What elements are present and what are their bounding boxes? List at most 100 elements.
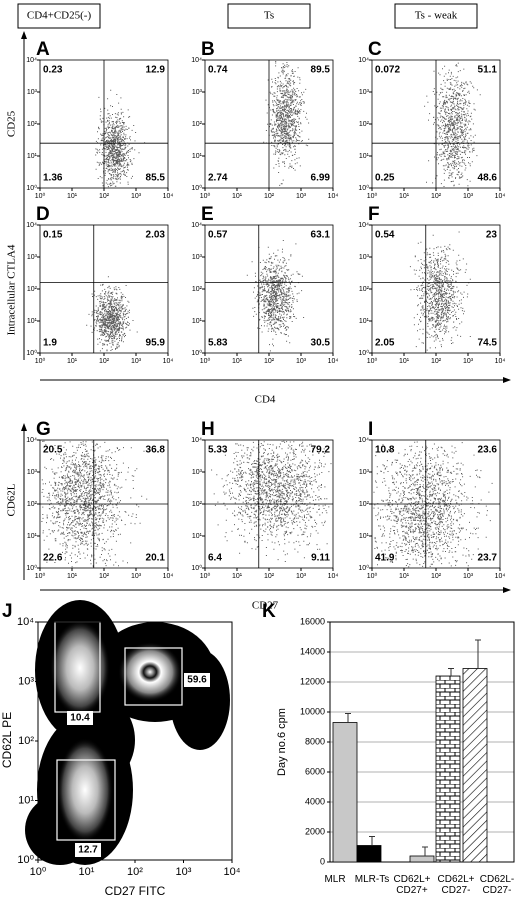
x-tick-label: 10³ [463, 573, 474, 580]
bar [356, 845, 382, 863]
y-tick-label: 10³ [359, 469, 370, 476]
axis-label: CD4 [255, 394, 276, 406]
y-tick-label: 10⁴ [358, 437, 369, 444]
y-tick-label: 14000 [300, 646, 325, 656]
quadrant-value: 0.15 [43, 230, 63, 241]
y-tick-label: 10⁴ [191, 437, 202, 444]
y-tick-label: 10¹ [359, 153, 370, 160]
panel-letter: E [201, 204, 214, 225]
event-dots [211, 440, 332, 562]
y-tick-label: 12000 [300, 676, 325, 686]
density-blob [50, 620, 110, 716]
quadrant-value: 23.6 [478, 445, 498, 456]
x-tick-label: 10² [264, 193, 275, 200]
panel-letter: A [36, 39, 50, 60]
quadrant-value: 23 [486, 230, 498, 241]
y-tick-label: 10⁴ [17, 616, 34, 628]
x-tick-label: 10⁰ [35, 192, 46, 200]
y-tick-label: 10² [18, 735, 34, 747]
quadrant-value: 0.57 [208, 230, 228, 241]
x-axis-label: CD27 FITC [105, 884, 166, 898]
quadrant-value: 30.5 [311, 338, 331, 349]
y-tick-label: 10² [192, 121, 203, 128]
y-tick-label: 10¹ [192, 153, 203, 160]
y-tick-label: 10¹ [27, 318, 38, 325]
quadrant-value: 0.072 [375, 65, 400, 76]
bar [435, 675, 461, 863]
x-tick-label: 10² [99, 193, 110, 200]
x-tick-label: 10² [264, 358, 275, 365]
x-tick-label: 10¹ [399, 193, 410, 200]
x-tick-label: 10¹ [67, 573, 78, 580]
y-tick-label: 10³ [27, 89, 38, 96]
quadrant-value: 12.9 [146, 65, 166, 76]
y-tick-label: 10² [192, 501, 203, 508]
x-tick-label: 10¹ [399, 573, 410, 580]
quadrant-value: 51.1 [478, 65, 498, 76]
y-tick-label: 10² [359, 286, 370, 293]
x-tick-label: 10⁰ [200, 572, 211, 580]
y-tick-label: 10¹ [192, 318, 203, 325]
x-tick-label: 10² [99, 358, 110, 365]
x-tick-label: MLR [324, 874, 346, 885]
x-tick-label: 10¹ [67, 193, 78, 200]
quadrant-value: 41.9 [375, 553, 395, 564]
y-tick-label: 10⁰ [17, 854, 34, 866]
x-tick-label: 10² [431, 573, 442, 580]
bar [462, 668, 488, 863]
y-tick-label: 10² [359, 121, 370, 128]
x-tick-label: 10³ [131, 193, 142, 200]
column-headers: CD4+CD25(-) Ts Ts - weak [17, 3, 478, 29]
x-tick-label: 10⁰ [35, 572, 46, 580]
axis-label: CD25 [6, 110, 18, 137]
y-tick-label: 10⁴ [191, 222, 202, 229]
quadrant-value: 0.54 [375, 230, 395, 241]
quadrant-value: 85.5 [146, 173, 166, 184]
x-tick-label: 10² [431, 193, 442, 200]
y-tick-label: 10⁰ [26, 184, 37, 192]
y-tick-label: 10² [27, 286, 38, 293]
event-dots [86, 276, 138, 352]
column-header: Ts - weak [415, 10, 458, 22]
quadrant-value: 10.8 [375, 445, 395, 456]
x-tick-label: 10¹ [79, 866, 95, 878]
quadrant-value: 0.23 [43, 65, 63, 76]
y-axis-label: Day no.6 cpm [276, 708, 288, 776]
quadrant-value: 23.7 [478, 553, 498, 564]
x-tick-label: 10² [431, 358, 442, 365]
x-tick-label: 10⁴ [495, 358, 506, 365]
quadrant-value: 0.74 [208, 65, 228, 76]
quadrant-value: 95.9 [146, 338, 166, 349]
y-tick-label: 10³ [192, 89, 203, 96]
y-tick-label: 10³ [359, 254, 370, 261]
x-tick-label: CD62L+ CD27- [437, 874, 475, 896]
event-dots [263, 61, 310, 186]
gate-box [124, 647, 183, 706]
x-tick-label: 10⁴ [163, 193, 174, 200]
quadrant-value: 2.74 [208, 173, 228, 184]
quadrant-value: 36.8 [146, 445, 166, 456]
x-tick-label: 10⁴ [163, 573, 174, 580]
column-header: Ts [264, 10, 274, 22]
header-box [17, 3, 101, 29]
x-tick-label: 10⁴ [328, 573, 339, 580]
event-dots [373, 441, 493, 568]
x-tick-label: 10³ [131, 573, 142, 580]
y-tick-label: 10⁴ [191, 57, 202, 64]
x-tick-label: 10¹ [232, 573, 243, 580]
x-tick-label: 10³ [463, 193, 474, 200]
x-tick-label: 10⁴ [495, 573, 506, 580]
column-header: CD4+CD25(-) [27, 10, 92, 22]
quadrant-value: 5.83 [208, 338, 228, 349]
x-tick-label: 10⁰ [200, 357, 211, 365]
y-tick-label: 10³ [27, 254, 38, 261]
bar [332, 722, 358, 863]
x-tick-label: 10³ [463, 358, 474, 365]
y-tick-label: 10² [192, 286, 203, 293]
y-tick-label: 8000 [305, 736, 325, 746]
y-tick-label: 10³ [192, 254, 203, 261]
x-tick-label: CD62L- CD27- [479, 874, 515, 896]
axis-label: CD27 [252, 600, 279, 612]
y-tick-label: 16000 [300, 616, 325, 626]
